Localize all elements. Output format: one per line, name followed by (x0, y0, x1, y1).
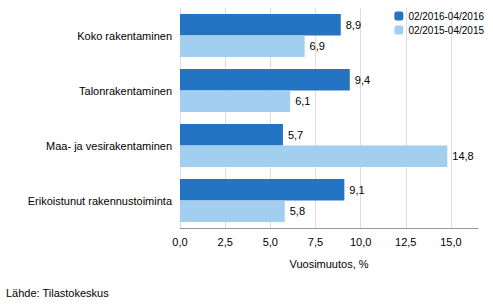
svg-text:Talonrakentaminen: Talonrakentaminen (79, 85, 172, 97)
svg-text:6,1: 6,1 (295, 95, 310, 107)
svg-text:5,7: 5,7 (288, 129, 303, 141)
svg-text:Erikoistunut rakennustoiminta: Erikoistunut rakennustoiminta (28, 195, 173, 207)
svg-text:14,8: 14,8 (452, 150, 473, 162)
svg-text:0,0: 0,0 (172, 236, 187, 248)
svg-text:10,0: 10,0 (350, 236, 371, 248)
svg-text:5,0: 5,0 (263, 236, 278, 248)
svg-text:15,0: 15,0 (440, 236, 461, 248)
svg-text:02/2016-04/2016: 02/2016-04/2016 (408, 11, 484, 22)
svg-text:7,5: 7,5 (308, 236, 323, 248)
svg-text:6,9: 6,9 (310, 40, 325, 52)
svg-text:9,4: 9,4 (355, 74, 370, 86)
svg-text:12,5: 12,5 (395, 236, 416, 248)
svg-text:Koko rakentaminen: Koko rakentaminen (77, 30, 172, 42)
svg-text:8,9: 8,9 (346, 19, 361, 31)
svg-text:02/2015-04/2015: 02/2015-04/2015 (408, 25, 484, 36)
svg-text:Vuosimuutos, %: Vuosimuutos, % (289, 258, 368, 270)
svg-text:Maa- ja vesirakentaminen: Maa- ja vesirakentaminen (46, 140, 172, 152)
svg-text:9,1: 9,1 (349, 184, 364, 196)
svg-text:Lähde: Tilastokeskus: Lähde: Tilastokeskus (6, 287, 109, 299)
svg-text:2,5: 2,5 (218, 236, 233, 248)
svg-text:5,8: 5,8 (290, 205, 305, 217)
